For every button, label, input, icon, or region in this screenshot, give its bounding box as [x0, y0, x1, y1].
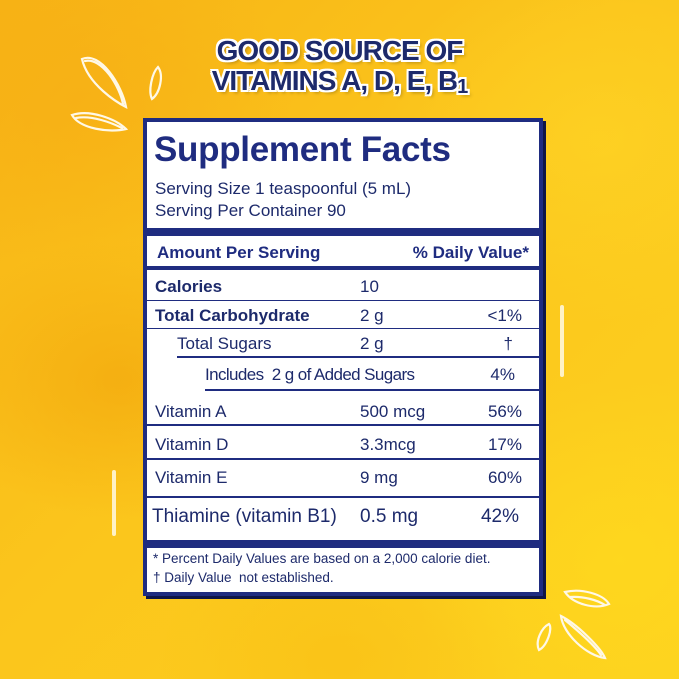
- white-streak-left: [112, 470, 116, 536]
- serving-size: Serving Size 1 teaspoonful (5 mL): [155, 179, 412, 198]
- headline-line-2: VITAMINS A, D, E, B1: [211, 65, 469, 99]
- row-divider: [147, 496, 539, 498]
- headline-line-1: GOOD SOURCE OF: [216, 35, 464, 66]
- row-amount: 2 g: [360, 306, 384, 325]
- row-amount: 10: [360, 277, 379, 296]
- supplement-facts-panel: Supplement Facts Serving Size 1 teaspoon…: [143, 118, 543, 596]
- header-amount-per-serving: Amount Per Serving: [157, 243, 321, 262]
- row-amount: 9 mg: [360, 468, 398, 487]
- row-divider: [147, 424, 539, 426]
- panel-title: Supplement Facts: [154, 130, 451, 169]
- row-dv: 42%: [480, 506, 519, 527]
- row-divider: [205, 389, 539, 391]
- row-name: Calories: [155, 277, 223, 296]
- row-dv: †: [503, 334, 513, 353]
- row-name: Includes 2 g of Added Sugars: [205, 365, 415, 384]
- sparkle-strokes-bottom-right-icon: [536, 589, 611, 660]
- divider-thick: [147, 228, 539, 236]
- row-divider: [147, 300, 539, 301]
- row-dv: 4%: [490, 365, 515, 384]
- divider-medium: [147, 266, 539, 270]
- row-dv: 56%: [487, 402, 522, 421]
- white-streak-right: [560, 305, 564, 377]
- header-daily-value: % Daily Value*: [412, 243, 529, 262]
- row-name: Vitamin E: [155, 468, 228, 487]
- row-divider: [147, 328, 539, 329]
- row-name: Thiamine (vitamin B1): [152, 506, 337, 527]
- divider-thick-footer: [147, 540, 539, 548]
- row-name: Vitamin D: [155, 435, 229, 454]
- sparkle-strokes-top-left-icon: [70, 56, 162, 132]
- row-name: Vitamin A: [155, 402, 227, 421]
- row-name: Total Carbohydrate: [155, 306, 310, 325]
- row-amount: 2 g: [360, 334, 384, 353]
- row-name: Total Sugars: [177, 334, 272, 353]
- headline: GOOD SOURCE OF VITAMINS A, D, E, B1: [0, 36, 679, 102]
- footnote-daily-values: * Percent Daily Values are based on a 2,…: [153, 551, 491, 566]
- row-dv: 17%: [487, 435, 522, 454]
- row-dv: 60%: [487, 468, 522, 487]
- row-amount: 500 mcg: [360, 402, 426, 421]
- row-divider: [147, 458, 539, 460]
- row-divider: [177, 356, 539, 358]
- row-amount: 3.3mcg: [360, 435, 416, 454]
- row-dv: <1%: [487, 306, 523, 325]
- servings-per-container: Serving Per Container 90: [155, 201, 346, 220]
- footnote-dagger: † Daily Value not established.: [153, 570, 334, 585]
- row-amount: 0.5 mg: [360, 506, 419, 527]
